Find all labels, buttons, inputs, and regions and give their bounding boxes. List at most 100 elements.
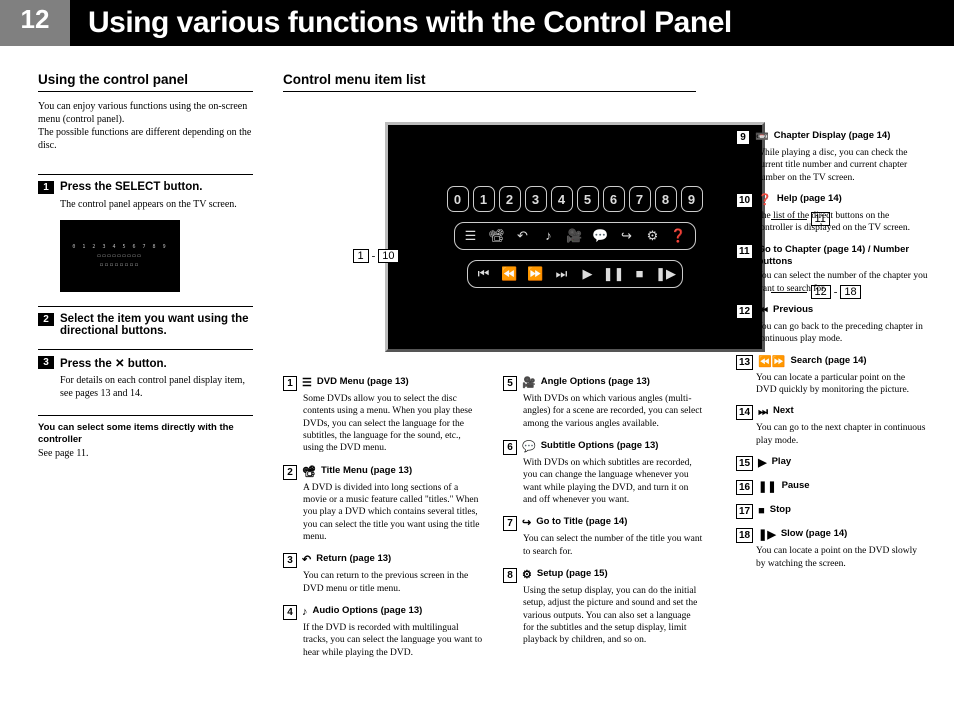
- step-num-badge: 1: [38, 181, 54, 194]
- note: You can select some items directly with …: [38, 415, 253, 460]
- tv-thumbnail: 0 1 2 3 4 5 6 7 8 9 ◻◻◻◻◻◻◻◻◻ ◻◻◻◻◻◻◻◻: [60, 220, 180, 292]
- item-col-2: 5🎥Angle Options (page 13)With DVDs on wh…: [503, 376, 703, 669]
- menu-item: 12⏮PreviousYou can go back to the preced…: [736, 304, 928, 346]
- menu-item: 2📽Title Menu (page 13)A DVD is divided i…: [283, 465, 483, 544]
- item-icon: ❚▶: [758, 528, 776, 542]
- note-title: You can select some items directly with …: [38, 422, 253, 447]
- item-icon: ❚❚: [758, 480, 776, 494]
- item-icon: 📼: [755, 130, 769, 144]
- menu-item: 5🎥Angle Options (page 13)With DVDs on wh…: [503, 376, 703, 430]
- number-bubble: 0: [447, 186, 469, 212]
- menu-item: 11Go to Chapter (page 14) / Number butto…: [736, 244, 928, 295]
- item-icon: ⏭: [758, 405, 768, 419]
- item-title: Return (page 13): [316, 553, 391, 565]
- item-icon: ■: [758, 504, 765, 518]
- item-body: The list of the direct buttons on the co…: [736, 210, 928, 235]
- item-icon: ↪: [522, 516, 531, 530]
- item-title: DVD Menu (page 13): [317, 376, 409, 388]
- menu-item: 1☰DVD Menu (page 13)Some DVDs allow you …: [283, 376, 483, 455]
- panel-icon: 💬: [591, 226, 611, 246]
- number-bubble: 8: [655, 186, 677, 212]
- step-1: 1 Press the SELECT button. The control p…: [38, 174, 253, 292]
- menu-item: 18❚▶Slow (page 14)You can locate a point…: [736, 528, 928, 570]
- item-title: Go to Chapter (page 14) / Number buttons: [758, 244, 928, 269]
- item-title: Pause: [782, 480, 810, 492]
- panel-icon: ⏭: [552, 264, 572, 284]
- left-section-title: Using the control panel: [38, 72, 253, 92]
- item-body: With DVDs on which various angles (multi…: [503, 393, 703, 430]
- menu-item: 17■Stop: [736, 504, 928, 519]
- menu-item: 10❓Help (page 14)The list of the direct …: [736, 193, 928, 235]
- item-icon: 🎥: [522, 376, 536, 390]
- panel-icon: 🎥: [565, 226, 585, 246]
- item-body: While playing a disc, you can check the …: [736, 147, 928, 184]
- item-title: Angle Options (page 13): [541, 376, 650, 388]
- menu-item: 13⏪⏩Search (page 14)You can locate a par…: [736, 355, 928, 397]
- icon-row-3: ⏮⏪⏩⏭▶❚❚■❚▶: [467, 260, 683, 288]
- number-bubble: 1: [473, 186, 495, 212]
- item-body: You can select the number of the chapter…: [736, 270, 928, 295]
- number-bubble: 5: [577, 186, 599, 212]
- note-body: See page 11.: [38, 448, 253, 459]
- menu-item: 15▶Play: [736, 456, 928, 471]
- step-num-badge: 2: [38, 313, 54, 326]
- item-title: Subtitle Options (page 13): [541, 440, 659, 452]
- item-title: Stop: [770, 504, 791, 516]
- item-title: Setup (page 15): [537, 568, 608, 580]
- menu-item: 14⏭NextYou can go to the next chapter in…: [736, 405, 928, 447]
- item-col-1: 1☰DVD Menu (page 13)Some DVDs allow you …: [283, 376, 483, 669]
- left-column: Using the control panel You can enjoy va…: [38, 72, 253, 669]
- item-body: With DVDs on which subtitles are recorde…: [503, 457, 703, 506]
- number-bubble: 6: [603, 186, 625, 212]
- menu-item: 6💬Subtitle Options (page 13)With DVDs on…: [503, 440, 703, 506]
- item-body: You can locate a point on the DVD slowly…: [736, 545, 928, 570]
- center-section-title: Control menu item list: [283, 72, 696, 92]
- item-title: Slow (page 14): [781, 528, 848, 540]
- item-icon: 📽: [302, 465, 316, 479]
- panel-icon: ⏪: [500, 264, 520, 284]
- item-title: Help (page 14): [777, 193, 842, 205]
- panel-icon: ↪: [617, 226, 637, 246]
- header: 12 Using various functions with the Cont…: [0, 0, 954, 46]
- item-body: A DVD is divided into long sections of a…: [283, 482, 483, 544]
- menu-item: 16❚❚Pause: [736, 480, 928, 495]
- panel-icon: ♪: [539, 226, 559, 246]
- menu-item: 3↶Return (page 13)You can return to the …: [283, 553, 483, 595]
- menu-item: 7↪Go to Title (page 14)You can select th…: [503, 516, 703, 558]
- item-title: Chapter Display (page 14): [774, 130, 891, 142]
- number-row: 0123456789: [447, 186, 703, 212]
- item-icon: ↶: [302, 553, 311, 567]
- item-title: Next: [773, 405, 794, 417]
- item-body: Using the setup display, you can do the …: [503, 585, 703, 647]
- number-bubble: 2: [499, 186, 521, 212]
- item-title: Title Menu (page 13): [321, 465, 412, 477]
- number-bubble: 4: [551, 186, 573, 212]
- step-body: The control panel appears on the TV scre…: [38, 198, 253, 212]
- callout-left: 1 - 10: [353, 249, 421, 263]
- item-title: Play: [772, 456, 792, 468]
- step-3: 3 Press the ✕ button. For details on eac…: [38, 349, 253, 401]
- item-body: You can go back to the preceding chapter…: [736, 321, 928, 346]
- menu-item: 8⚙Setup (page 15)Using the setup display…: [503, 568, 703, 647]
- item-body: You can return to the previous screen in…: [283, 570, 483, 595]
- panel-icon: ❓: [669, 226, 689, 246]
- panel-icon: 📽: [487, 226, 507, 246]
- panel-icon: ❚❚: [604, 264, 624, 284]
- step-title: Select the item you want using the direc…: [60, 313, 253, 337]
- item-icon: ☰: [302, 376, 312, 390]
- item-body: You can go to the next chapter in contin…: [736, 422, 928, 447]
- item-title: Go to Title (page 14): [536, 516, 627, 528]
- step-num-badge: 3: [38, 356, 54, 369]
- page-number: 12: [0, 0, 70, 46]
- tv-diagram: 0123456789 ☰📽↶♪🎥💬↪⚙❓ ⏮⏪⏩⏭▶❚❚■❚▶: [385, 122, 765, 352]
- panel-icon: ⏮: [474, 264, 494, 284]
- item-icon: ⚙: [522, 568, 532, 582]
- item-title: Previous: [773, 304, 813, 316]
- item-body: If the DVD is recorded with multilingual…: [283, 622, 483, 659]
- item-body: Some DVDs allow you to select the disc c…: [283, 393, 483, 455]
- number-bubble: 9: [681, 186, 703, 212]
- item-icon: 💬: [522, 440, 536, 454]
- step-2: 2 Select the item you want using the dir…: [38, 306, 253, 337]
- item-col-3: 9📼Chapter Display (page 14)While playing…: [736, 130, 928, 579]
- menu-item: 9📼Chapter Display (page 14)While playing…: [736, 130, 928, 184]
